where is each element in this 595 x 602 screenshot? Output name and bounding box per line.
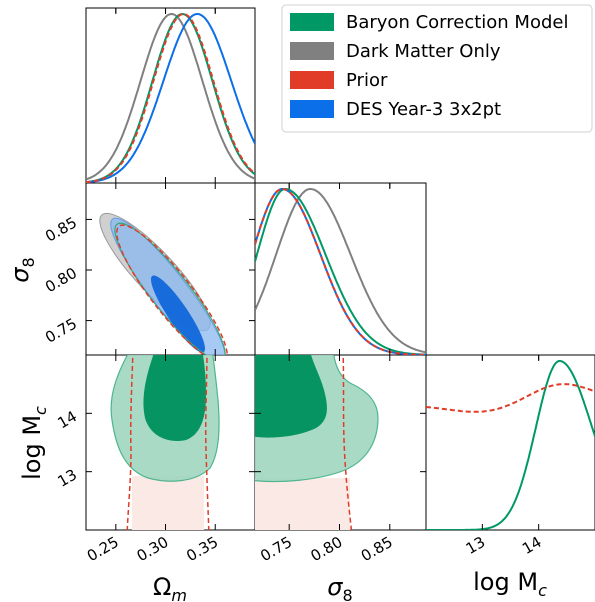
contours-omega-sigma: [99, 212, 228, 355]
legend-swatch-prior: [290, 71, 334, 89]
xlabel-omega-m: Ωm: [153, 573, 187, 602]
xticklabel-sigma_8-0: 0.75: [257, 533, 295, 565]
xlabel-logmc: log Mc: [473, 568, 547, 600]
legend-box: [281, 4, 593, 133]
marginal-sigma-baryon-correction-model: [255, 188, 426, 355]
marginal-sigma-8: [255, 188, 426, 355]
marginal-logmc-baryon-correction-model: [426, 360, 595, 530]
contour-bcm-95: [114, 222, 226, 355]
xticklabel-omega_m-0: 0.25: [84, 533, 122, 565]
contour-prior-left-omega-logmc: [126, 355, 134, 530]
marginal-sigma-des-year-3-3x2pt: [255, 188, 426, 355]
marginal-logmc: [426, 360, 595, 530]
xticklabel-omega_m-1: 0.30: [134, 533, 172, 565]
yticklabel-sigma_8-0: 0.75: [42, 314, 80, 346]
xticklabel-logMc-0: 13: [463, 533, 489, 558]
legend-label-prior: Prior: [346, 70, 388, 91]
xticklabel-logMc-1: 14: [519, 533, 545, 558]
legend-swatch-bcm: [290, 13, 334, 31]
marginal-omega-prior: [86, 12, 255, 183]
ylabel-logmc: log Mc: [18, 406, 50, 480]
contours-omega-logmc: [110, 355, 220, 530]
marginal-omega-des-year-3-3x2pt: [86, 13, 255, 183]
marginal-omega-dark-matter-only: [86, 12, 255, 181]
contours-sigma-logmc: [255, 355, 379, 530]
panel-logmc-hist: [425, 354, 595, 531]
yticklabel-sigma_8-2: 0.85: [42, 213, 80, 245]
legend: Baryon Correction Model Dark Matter Only…: [281, 4, 593, 133]
xticklabel-sigma_8-1: 0.80: [308, 533, 346, 565]
yticklabel-logMc-1: 14: [54, 407, 80, 432]
contour-prior-sigma-logmc: [342, 355, 353, 530]
contour-bcm-68-omega-logmc: [143, 355, 206, 441]
contour-prior-95: [116, 224, 228, 355]
contour-prior-right-omega-logmc: [204, 355, 210, 530]
prior-fill-sigma-logmc: [255, 478, 350, 530]
legend-swatch-desy3: [290, 100, 334, 118]
marginal-logmc-prior: [426, 383, 595, 413]
legend-label-desy3: DES Year-3 3x2pt: [346, 99, 501, 120]
xlabel-sigma-8: σ8: [327, 573, 352, 602]
yticklabel-logMc-0: 13: [54, 466, 80, 491]
contour-bcm-68-sigma-logmc: [255, 355, 327, 438]
panel-sigma-hist: [254, 182, 427, 356]
axis-labels: Ωm σ8 log Mc σ8 log Mc: [6, 257, 547, 602]
marginal-sigma-dark-matter-only: [255, 188, 426, 354]
legend-label-dmo: Dark Matter Only: [346, 41, 501, 62]
xticklabel-omega_m-2: 0.35: [183, 533, 221, 565]
marginal-omega-m: [86, 12, 255, 183]
marginal-sigma-prior: [255, 188, 426, 355]
prior-fill-omega-logmc: [132, 476, 204, 530]
legend-label-bcm: Baryon Correction Model: [346, 12, 568, 33]
ylabel-sigma-8: σ8: [6, 257, 38, 282]
yticklabel-sigma_8-1: 0.80: [42, 264, 80, 296]
legend-swatch-dmo: [290, 42, 334, 60]
xticklabel-sigma_8-2: 0.85: [358, 533, 396, 565]
contour-desy3-68: [150, 275, 206, 353]
